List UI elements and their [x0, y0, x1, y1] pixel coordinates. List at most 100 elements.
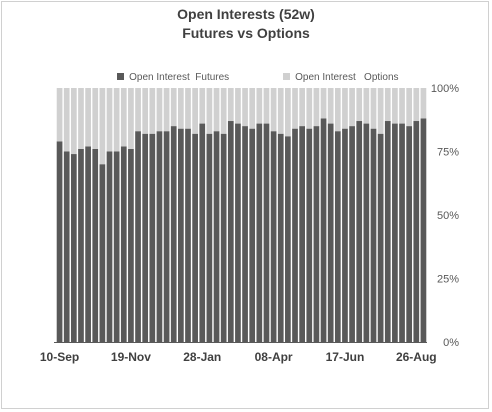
bar-options-50 — [413, 88, 420, 122]
bar-options-5 — [92, 88, 99, 149]
bar-options-22 — [213, 88, 220, 132]
bar-futures-37 — [320, 118, 327, 342]
bar-options-23 — [220, 88, 227, 134]
bar-futures-14 — [156, 131, 163, 342]
bar-futures-8 — [113, 151, 120, 342]
bar-options-33 — [292, 88, 298, 129]
legend-item-futures: Open Interest Futures — [106, 61, 229, 94]
chart-subtitle: Futures vs Options — [182, 25, 310, 41]
bar-futures-27 — [249, 128, 256, 342]
bar-futures-48 — [399, 123, 405, 342]
bar-options-16 — [170, 88, 177, 127]
bar-futures-46 — [384, 121, 391, 343]
bar-options-14 — [156, 88, 163, 132]
bar-futures-21 — [206, 133, 213, 342]
legend-swatch-options — [283, 72, 291, 80]
bar-options-2 — [70, 88, 77, 155]
bar-options-19 — [192, 88, 198, 134]
bar-options-47 — [392, 88, 398, 124]
bar-options-48 — [399, 88, 405, 124]
bar-options-27 — [249, 88, 256, 129]
bar-options-20 — [199, 88, 206, 124]
bar-options-43 — [363, 88, 370, 124]
bar-futures-1 — [63, 151, 70, 342]
bar-futures-12 — [142, 133, 149, 342]
y-tick-label: 75% — [437, 147, 459, 159]
bar-futures-16 — [170, 126, 177, 342]
x-tick-label: 10-Sep — [40, 350, 79, 364]
bar-futures-7 — [106, 151, 113, 342]
x-tick-label: 28-Jan — [183, 350, 221, 364]
bar-options-46 — [384, 88, 391, 122]
bar-futures-26 — [242, 126, 248, 342]
bar-options-17 — [178, 88, 184, 129]
bar-futures-24 — [227, 121, 234, 343]
bar-futures-29 — [263, 123, 270, 342]
bar-options-51 — [420, 88, 427, 119]
y-tick-label: 25% — [437, 274, 459, 286]
bar-futures-10 — [128, 148, 134, 342]
bar-futures-50 — [413, 121, 420, 343]
bar-options-39 — [334, 88, 341, 132]
bar-options-42 — [356, 88, 363, 122]
bar-futures-19 — [192, 133, 198, 342]
bar-futures-47 — [392, 123, 398, 342]
bar-futures-0 — [56, 141, 63, 342]
bar-futures-39 — [334, 131, 341, 342]
bar-options-18 — [185, 88, 191, 129]
bar-options-31 — [277, 88, 284, 134]
bar-options-35 — [306, 88, 313, 129]
bar-futures-9 — [120, 146, 127, 342]
chart-title: Open Interests (52w) — [177, 6, 315, 22]
bar-futures-34 — [299, 126, 305, 342]
bar-futures-40 — [342, 128, 348, 342]
bar-futures-33 — [292, 128, 298, 342]
bar-futures-13 — [149, 133, 156, 342]
bar-options-45 — [377, 88, 384, 134]
y-tick-label: 0% — [443, 337, 459, 349]
bar-options-7 — [106, 88, 113, 152]
x-tick-label: 08-Apr — [255, 350, 293, 364]
bar-futures-17 — [178, 128, 184, 342]
bar-options-41 — [349, 88, 355, 127]
bar-futures-36 — [313, 126, 320, 342]
bar-options-40 — [342, 88, 348, 129]
bar-futures-4 — [85, 146, 91, 342]
x-tick-label: 26-Aug — [396, 350, 437, 364]
bar-options-9 — [120, 88, 127, 147]
bar-futures-2 — [70, 154, 77, 342]
bar-futures-3 — [78, 148, 84, 342]
bar-options-1 — [63, 88, 70, 152]
bar-options-44 — [370, 88, 377, 129]
bar-options-12 — [142, 88, 149, 134]
bar-futures-22 — [213, 131, 220, 342]
y-tick-label: 100% — [431, 83, 459, 95]
bar-futures-42 — [356, 121, 363, 343]
bar-futures-5 — [92, 148, 99, 342]
bar-futures-31 — [277, 133, 284, 342]
bar-futures-32 — [285, 136, 291, 342]
bar-futures-38 — [327, 123, 334, 342]
bar-options-10 — [128, 88, 134, 149]
bar-futures-49 — [406, 126, 413, 342]
bar-options-21 — [206, 88, 213, 134]
bar-options-34 — [299, 88, 305, 127]
bar-options-28 — [256, 88, 263, 124]
bar-options-38 — [327, 88, 334, 124]
legend-item-options: Open Interest Options — [272, 61, 399, 94]
bar-options-36 — [313, 88, 320, 127]
legend-swatch-futures — [117, 72, 125, 80]
legend-label-options: Open Interest Options — [295, 72, 399, 83]
x-tick-label: 17-Jun — [326, 350, 365, 364]
bar-futures-11 — [135, 131, 141, 342]
bar-futures-44 — [370, 128, 377, 342]
bar-options-15 — [163, 88, 170, 132]
bar-futures-20 — [199, 123, 206, 342]
bar-options-26 — [242, 88, 248, 127]
bar-options-30 — [270, 88, 277, 132]
bar-options-4 — [85, 88, 91, 147]
bar-futures-51 — [420, 118, 427, 342]
bar-options-37 — [320, 88, 327, 119]
bar-futures-45 — [377, 133, 384, 342]
